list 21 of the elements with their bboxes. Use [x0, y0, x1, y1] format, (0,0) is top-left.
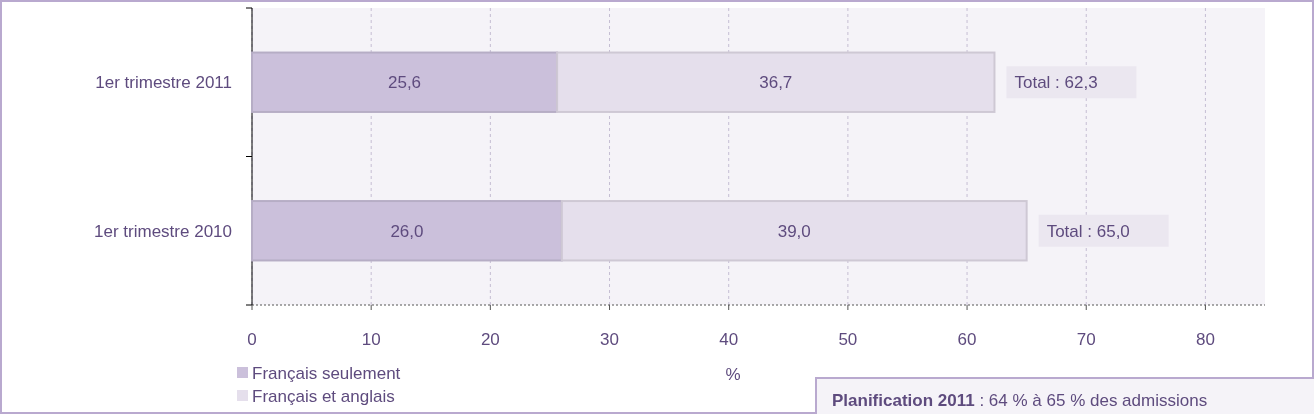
- total-label: Total : 65,0: [1046, 221, 1130, 241]
- text: Planification 2011 : 64 % à 65 % des admissions: [832, 390, 1208, 410]
- x-tick-label: 50: [838, 330, 858, 349]
- x-tick-label: 10: [361, 330, 381, 349]
- x-axis-title: %: [725, 365, 741, 384]
- x-tick-label: 60: [957, 330, 977, 349]
- legend-label: Français seulement: [252, 363, 401, 383]
- data-label: 26,0: [390, 221, 424, 241]
- x-tick-label: 20: [480, 330, 500, 349]
- legend-label: Français et anglais: [252, 386, 395, 406]
- data-label: 36,7: [759, 73, 793, 93]
- y-tick-label: 1er trimestre 2010: [94, 221, 232, 241]
- total-label: Total : 62,3: [1014, 73, 1098, 93]
- x-tick-label: 70: [1076, 330, 1096, 349]
- x-tick-label: 40: [719, 330, 739, 349]
- data-label: 25,6: [388, 73, 422, 93]
- x-tick-label: 80: [1195, 330, 1215, 349]
- x-tick-label: 0: [247, 330, 257, 349]
- y-tick-label: 1er trimestre 2011: [95, 73, 232, 93]
- data-label: 39,0: [777, 221, 811, 241]
- x-tick-label: 30: [600, 330, 619, 349]
